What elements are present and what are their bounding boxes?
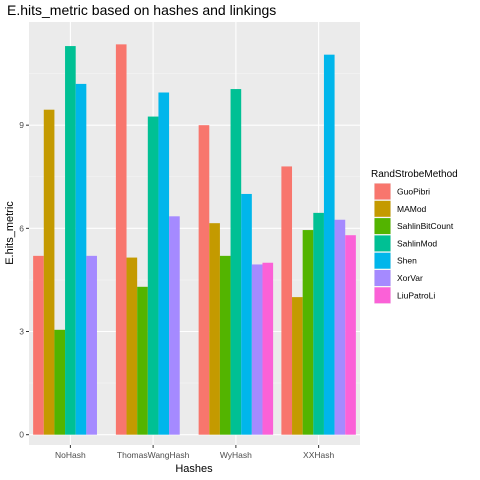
- bar-GuoPibri-NoHash: [33, 255, 44, 435]
- bar-MAMod-ThomasWangHash: [126, 257, 138, 435]
- y-tick-label: 0: [19, 430, 24, 440]
- legend-label: MAMod: [397, 204, 427, 214]
- bar-SahlinBitCount-XXHash: [302, 230, 314, 435]
- bar-SahlinMod-NoHash: [65, 46, 76, 435]
- x-tick-label: ThomasWangHash: [117, 450, 190, 460]
- bar-LiuPatroLi-XXHash: [345, 235, 356, 435]
- y-tick-label: 3: [19, 327, 24, 337]
- bar-Shen-ThomasWangHash: [158, 92, 170, 435]
- chart-title: E.hits_metric based on hashes and linkin…: [7, 2, 276, 18]
- y-tick-label: 9: [19, 120, 24, 130]
- legend-label: SahlinBitCount: [397, 221, 454, 231]
- legend-swatch: [374, 252, 391, 269]
- bars: [33, 44, 356, 435]
- bar-GuoPibri-WyHash: [198, 125, 210, 435]
- bar-MAMod-XXHash: [292, 297, 303, 435]
- legend-label: XorVar: [397, 273, 423, 283]
- legend-swatch: [374, 270, 391, 286]
- legend-swatch: [374, 200, 391, 217]
- legend-label: SahlinMod: [397, 238, 437, 248]
- legend-title: RandStrobeMethod: [371, 169, 458, 180]
- x-axis-title: Hashes: [175, 463, 213, 475]
- x-axis: NoHash ThomasWangHash WyHash XXHash: [55, 445, 334, 460]
- bar-MAMod-NoHash: [43, 109, 55, 435]
- bar-SahlinMod-WyHash: [230, 89, 242, 435]
- bar-Shen-WyHash: [241, 193, 252, 435]
- y-axis: 0 3 6 9: [19, 120, 29, 440]
- bar-XorVar-XXHash: [334, 219, 346, 435]
- legend-swatch: [374, 183, 391, 200]
- bar-Shen-NoHash: [75, 83, 87, 435]
- legend-swatch: [374, 235, 391, 252]
- bar-MAMod-WyHash: [209, 223, 220, 435]
- y-tick-label: 6: [19, 223, 24, 233]
- y-axis-title: E.hits_metric: [4, 201, 16, 265]
- bar-Shen-XXHash: [323, 54, 335, 435]
- bar-GuoPibri-XXHash: [281, 166, 293, 435]
- bar-XorVar-WyHash: [251, 264, 263, 435]
- legend: RandStrobeMethod GuoPibri MAMod SahlinBitC…: [371, 169, 458, 304]
- legend-label: GuoPibri: [397, 187, 430, 197]
- bar-XorVar-NoHash: [86, 255, 97, 435]
- x-tick-label: NoHash: [55, 450, 86, 460]
- x-tick-label: XXHash: [303, 450, 334, 460]
- legend-swatch: [374, 218, 391, 235]
- bar-SahlinBitCount-WyHash: [219, 255, 231, 435]
- bar-LiuPatroLi-WyHash: [262, 262, 274, 435]
- bar-SahlinBitCount-ThomasWangHash: [137, 286, 148, 435]
- bar-SahlinMod-XXHash: [313, 212, 324, 435]
- bar-SahlinMod-ThomasWangHash: [147, 116, 159, 435]
- bar-SahlinBitCount-NoHash: [54, 329, 66, 435]
- x-tick-label: WyHash: [220, 450, 252, 460]
- legend-label: Shen: [397, 256, 417, 266]
- legend-swatch: [374, 287, 391, 304]
- bar-GuoPibri-ThomasWangHash: [115, 44, 127, 435]
- legend-label: LiuPatroLi: [397, 290, 435, 300]
- bar-XorVar-ThomasWangHash: [169, 216, 180, 435]
